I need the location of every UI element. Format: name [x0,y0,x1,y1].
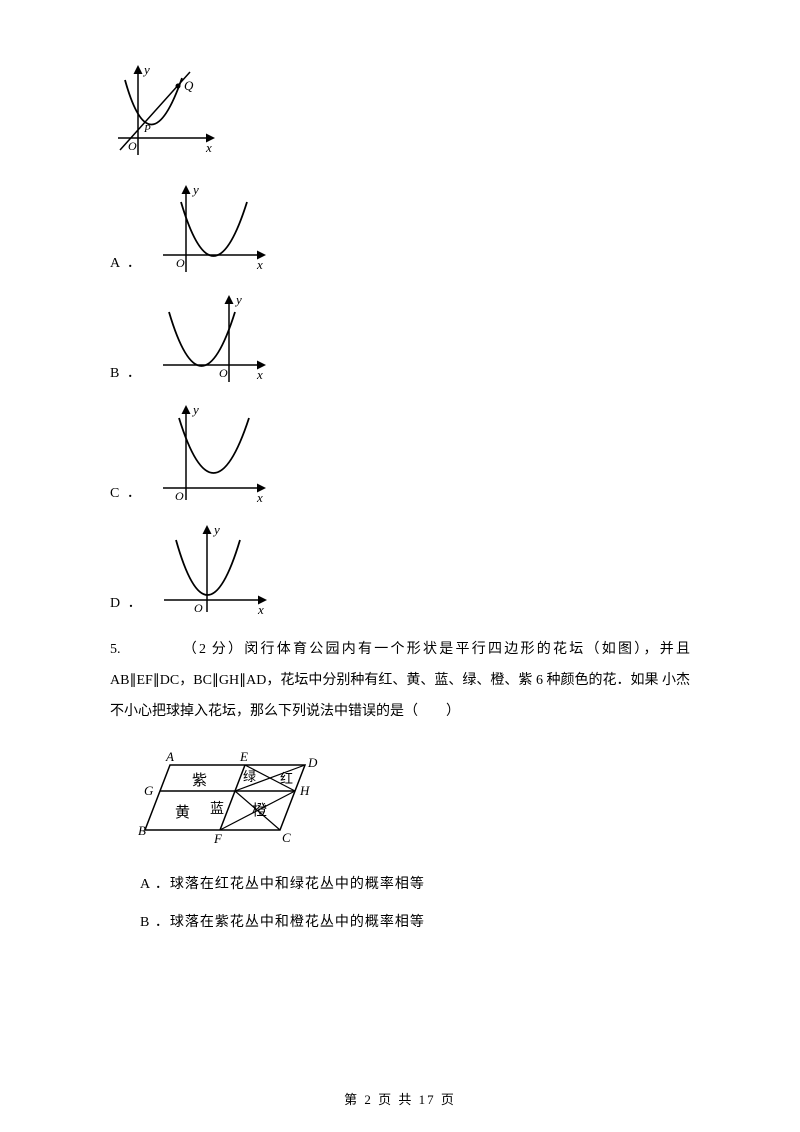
option-b-graph: y x O [151,290,271,390]
q5-option-b: B ．球落在紫花丛中和橙花丛中的概率相等 [140,911,690,931]
option-a-graph: y x O [151,180,271,280]
option-c-graph: y x O [151,400,271,510]
c-red: 红 [280,771,293,786]
label-O-intro: O [128,139,137,153]
c-orange: 橙 [252,802,267,819]
label-Q: Q [184,78,194,93]
label-y-b: y [234,292,242,307]
footer-suffix: 页 [436,1092,456,1107]
page-footer: 第 2 页 共 17 页 [0,1089,800,1108]
vH: H [299,783,310,798]
parallelogram-diagram: A D B C E F G H 紫 绿 红 黄 蓝 橙 [130,745,690,855]
option-d-graph: y x O [152,520,272,620]
option-a-label: A ． [110,252,143,280]
label-x-d: x [257,602,264,617]
option-d-row: D ． y x O [110,520,690,620]
label-O-d: O [194,601,203,615]
vA: A [165,749,174,764]
question-5: 5. （2 分）闵行体育公园内有一个形状是平行四边形的花坛（如图），并且 AB∥E… [110,635,690,727]
label-x-b: x [256,367,263,382]
q5-option-a: A ．球落在红花丛中和绿花丛中的概率相等 [140,873,690,893]
option-c-row: C ． y x O [110,400,690,510]
footer-mid: 页 共 [373,1092,419,1107]
vC: C [282,830,291,845]
label-O-a: O [176,256,185,270]
footer-total: 17 [419,1092,436,1107]
c-green: 绿 [243,769,256,784]
footer-prefix: 第 [344,1092,364,1107]
q5-number: 5. [110,642,121,657]
label-y-intro: y [142,62,150,77]
option-a-row: A ． y x O [110,180,690,280]
label-x-c: x [256,490,263,505]
label-O-b: O [219,366,228,380]
q5-line2: AB∥EF∥DC，BC∥GH∥AD，花坛中分别种有红、黄、蓝、绿、橙、紫 6 种… [110,673,658,688]
option-b-label: B ． [110,362,143,390]
c-yellow: 黄 [175,804,190,821]
footer-current: 2 [364,1092,373,1107]
label-y-d: y [212,522,220,537]
q5-line1: 闵行体育公园内有一个形状是平行四边形的花坛（如图），并且 [244,642,690,657]
vD: D [307,755,318,770]
q5-points: （2 分） [181,642,245,657]
option-b-row: B ． y x O [110,290,690,390]
c-purple: 紫 [192,772,207,789]
label-y-c: y [191,402,199,417]
label-y-a: y [191,182,199,197]
vB: B [138,823,146,838]
label-x-a: x [256,257,263,272]
label-x-intro: x [205,140,212,155]
label-P: P [143,123,151,135]
page-content: Q P y x O A ． y x O B ． [0,0,800,989]
intro-graph: Q P y x O [110,60,220,170]
vG: G [144,783,154,798]
option-c-label: C ． [110,482,143,510]
label-O-c: O [175,489,184,503]
parallelogram-svg: A D B C E F G H 紫 绿 红 黄 蓝 橙 [130,745,330,850]
vE: E [239,749,248,764]
option-d-label: D ． [110,592,144,620]
vF: F [213,831,223,846]
c-blue: 蓝 [210,801,224,817]
intro-graph-row: Q P y x O [110,60,690,170]
